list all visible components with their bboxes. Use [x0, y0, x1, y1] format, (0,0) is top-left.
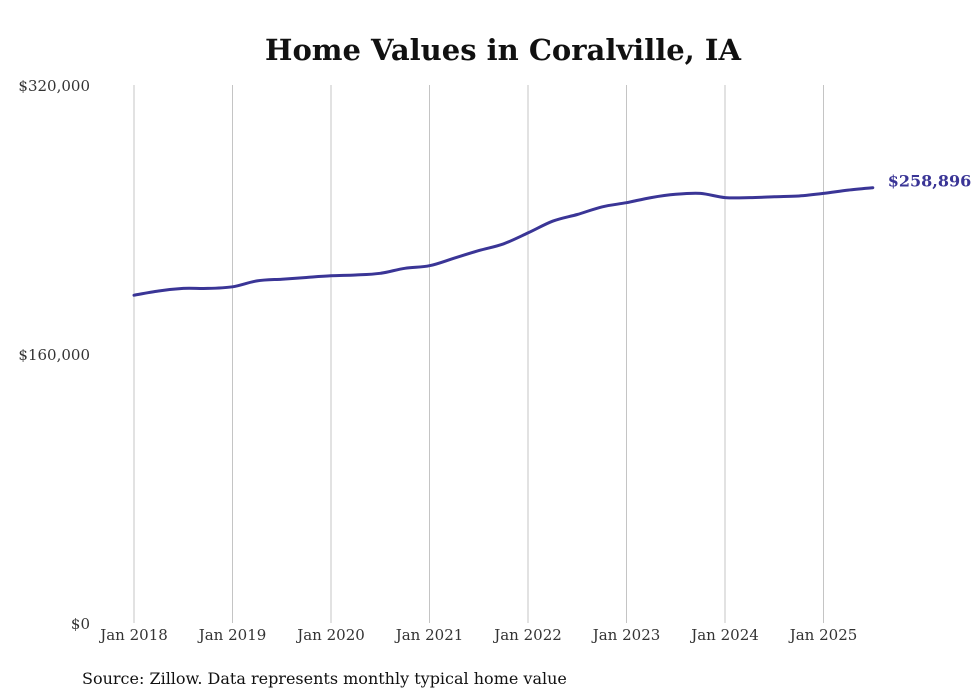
- x-tick-label: Jan 2020: [295, 626, 365, 644]
- x-axis-tick-labels: Jan 2018 Jan 2019 Jan 2020 Jan 2021 Jan 2022…: [98, 626, 857, 644]
- x-tick-label: Jan 2019: [197, 626, 267, 644]
- series-group: [132, 186, 875, 297]
- x-tick-label: Jan 2023: [591, 626, 661, 644]
- end-value-label: $258,896: [888, 172, 972, 191]
- series-line-0: [132, 186, 875, 297]
- x-tick-label: Jan 2025: [788, 626, 858, 644]
- x-tick-label: Jan 2021: [394, 626, 464, 644]
- y-axis-tick-labels: $0 $160,000 $320,000: [18, 77, 90, 633]
- gridlines: [133, 85, 824, 623]
- x-tick-label: Jan 2022: [492, 626, 562, 644]
- x-tick-label: Jan 2018: [98, 626, 168, 644]
- y-tick-label: $0: [71, 615, 90, 633]
- chart-title: Home Values in Coralville, IA: [265, 33, 741, 67]
- source-note: Source: Zillow. Data represents monthly …: [82, 669, 567, 688]
- x-tick-label: Jan 2024: [689, 626, 759, 644]
- y-tick-label: $160,000: [18, 346, 90, 364]
- y-tick-label: $320,000: [18, 77, 90, 95]
